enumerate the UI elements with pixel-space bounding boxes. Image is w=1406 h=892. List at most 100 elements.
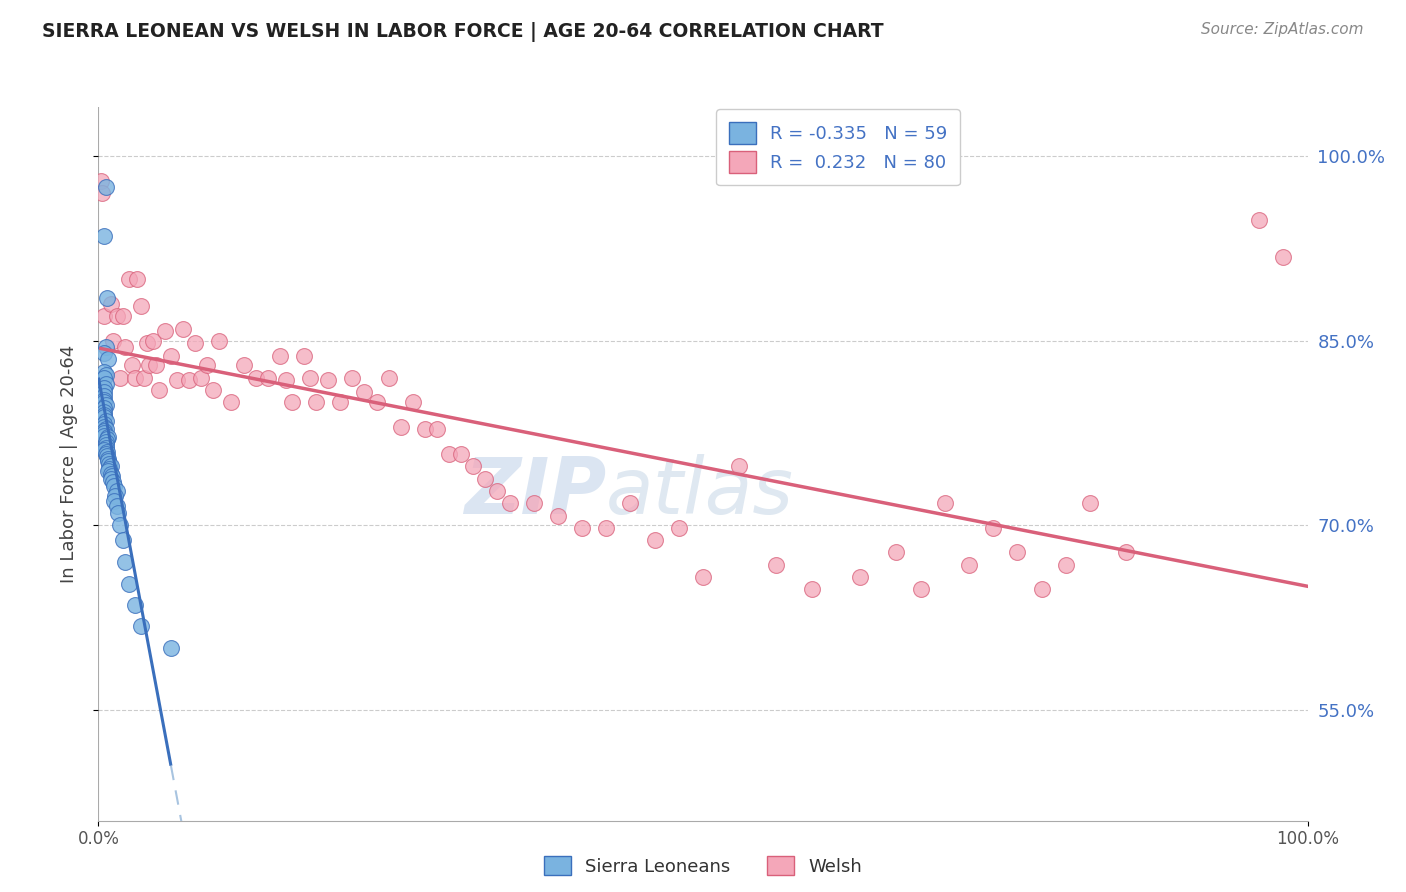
Point [97, 352, 120, 367]
Point [98, 462, 121, 476]
Point [93, 365, 115, 379]
Point [96, 450, 118, 464]
Point [93, 410, 115, 425]
Point [127, 272, 149, 286]
Point [329, 395, 352, 409]
Point [93, 424, 115, 438]
Point [93, 380, 115, 394]
Point [208, 334, 231, 348]
Point [118, 577, 141, 591]
Point [138, 359, 160, 373]
Point [413, 422, 436, 436]
Point [1007, 545, 1029, 559]
Point [402, 395, 425, 409]
Point [103, 493, 125, 508]
Point [94, 422, 117, 436]
Point [571, 521, 593, 535]
Point [668, 521, 690, 535]
Point [94, 438, 117, 452]
Point [104, 489, 127, 503]
Point [316, 373, 339, 387]
Point [114, 555, 136, 569]
Point [377, 370, 399, 384]
Point [389, 420, 412, 434]
Point [101, 475, 124, 490]
Point [93, 385, 115, 400]
Point [108, 518, 131, 533]
Legend: Sierra Leoneans, Welsh: Sierra Leoneans, Welsh [537, 849, 869, 883]
Point [595, 521, 617, 535]
Point [145, 359, 167, 373]
Point [93, 428, 115, 442]
Point [93, 395, 115, 409]
Point [94, 441, 117, 455]
Point [105, 499, 128, 513]
Point [644, 533, 666, 548]
Point [463, 459, 485, 474]
Point [232, 359, 254, 373]
Point [94, 376, 117, 391]
Point [111, 309, 134, 323]
Point [498, 496, 520, 510]
Point [957, 558, 980, 572]
Point [1054, 558, 1077, 572]
Point [160, 641, 183, 656]
Point [910, 582, 932, 597]
Text: ZIP: ZIP [464, 454, 606, 531]
Point [474, 472, 496, 486]
Point [148, 383, 170, 397]
Point [100, 297, 122, 311]
Point [153, 324, 176, 338]
Point [269, 349, 291, 363]
Point [94, 368, 117, 383]
Point [100, 467, 122, 481]
Point [108, 370, 131, 384]
Point [124, 599, 146, 613]
Point [486, 483, 509, 498]
Point [94, 434, 117, 449]
Point [93, 417, 115, 432]
Point [93, 426, 115, 441]
Point [245, 370, 267, 384]
Text: Source: ZipAtlas.com: Source: ZipAtlas.com [1201, 22, 1364, 37]
Point [342, 370, 364, 384]
Point [221, 395, 243, 409]
Point [934, 496, 956, 510]
Point [523, 496, 546, 510]
Point [619, 496, 641, 510]
Point [124, 370, 146, 384]
Point [353, 385, 375, 400]
Point [93, 309, 115, 323]
Point [1249, 213, 1271, 227]
Point [426, 422, 449, 436]
Point [94, 447, 117, 461]
Point [91, 186, 114, 201]
Point [1078, 496, 1101, 510]
Point [1272, 250, 1295, 264]
Point [800, 582, 823, 597]
Point [105, 483, 128, 498]
Point [96, 432, 118, 446]
Point [93, 420, 115, 434]
Point [274, 373, 297, 387]
Point [849, 570, 872, 584]
Point [103, 479, 125, 493]
Point [97, 454, 120, 468]
Point [94, 414, 117, 428]
Point [97, 430, 120, 444]
Point [195, 359, 218, 373]
Point [437, 447, 460, 461]
Point [305, 395, 328, 409]
Point [547, 508, 569, 523]
Point [114, 340, 136, 354]
Point [101, 334, 124, 348]
Point [93, 389, 115, 403]
Point [886, 545, 908, 559]
Point [728, 459, 751, 474]
Point [93, 401, 115, 416]
Text: SIERRA LEONEAN VS WELSH IN LABOR FORCE | AGE 20-64 CORRELATION CHART: SIERRA LEONEAN VS WELSH IN LABOR FORCE |… [42, 22, 884, 42]
Point [100, 469, 122, 483]
Point [450, 447, 472, 461]
Point [172, 321, 194, 335]
Point [299, 370, 322, 384]
